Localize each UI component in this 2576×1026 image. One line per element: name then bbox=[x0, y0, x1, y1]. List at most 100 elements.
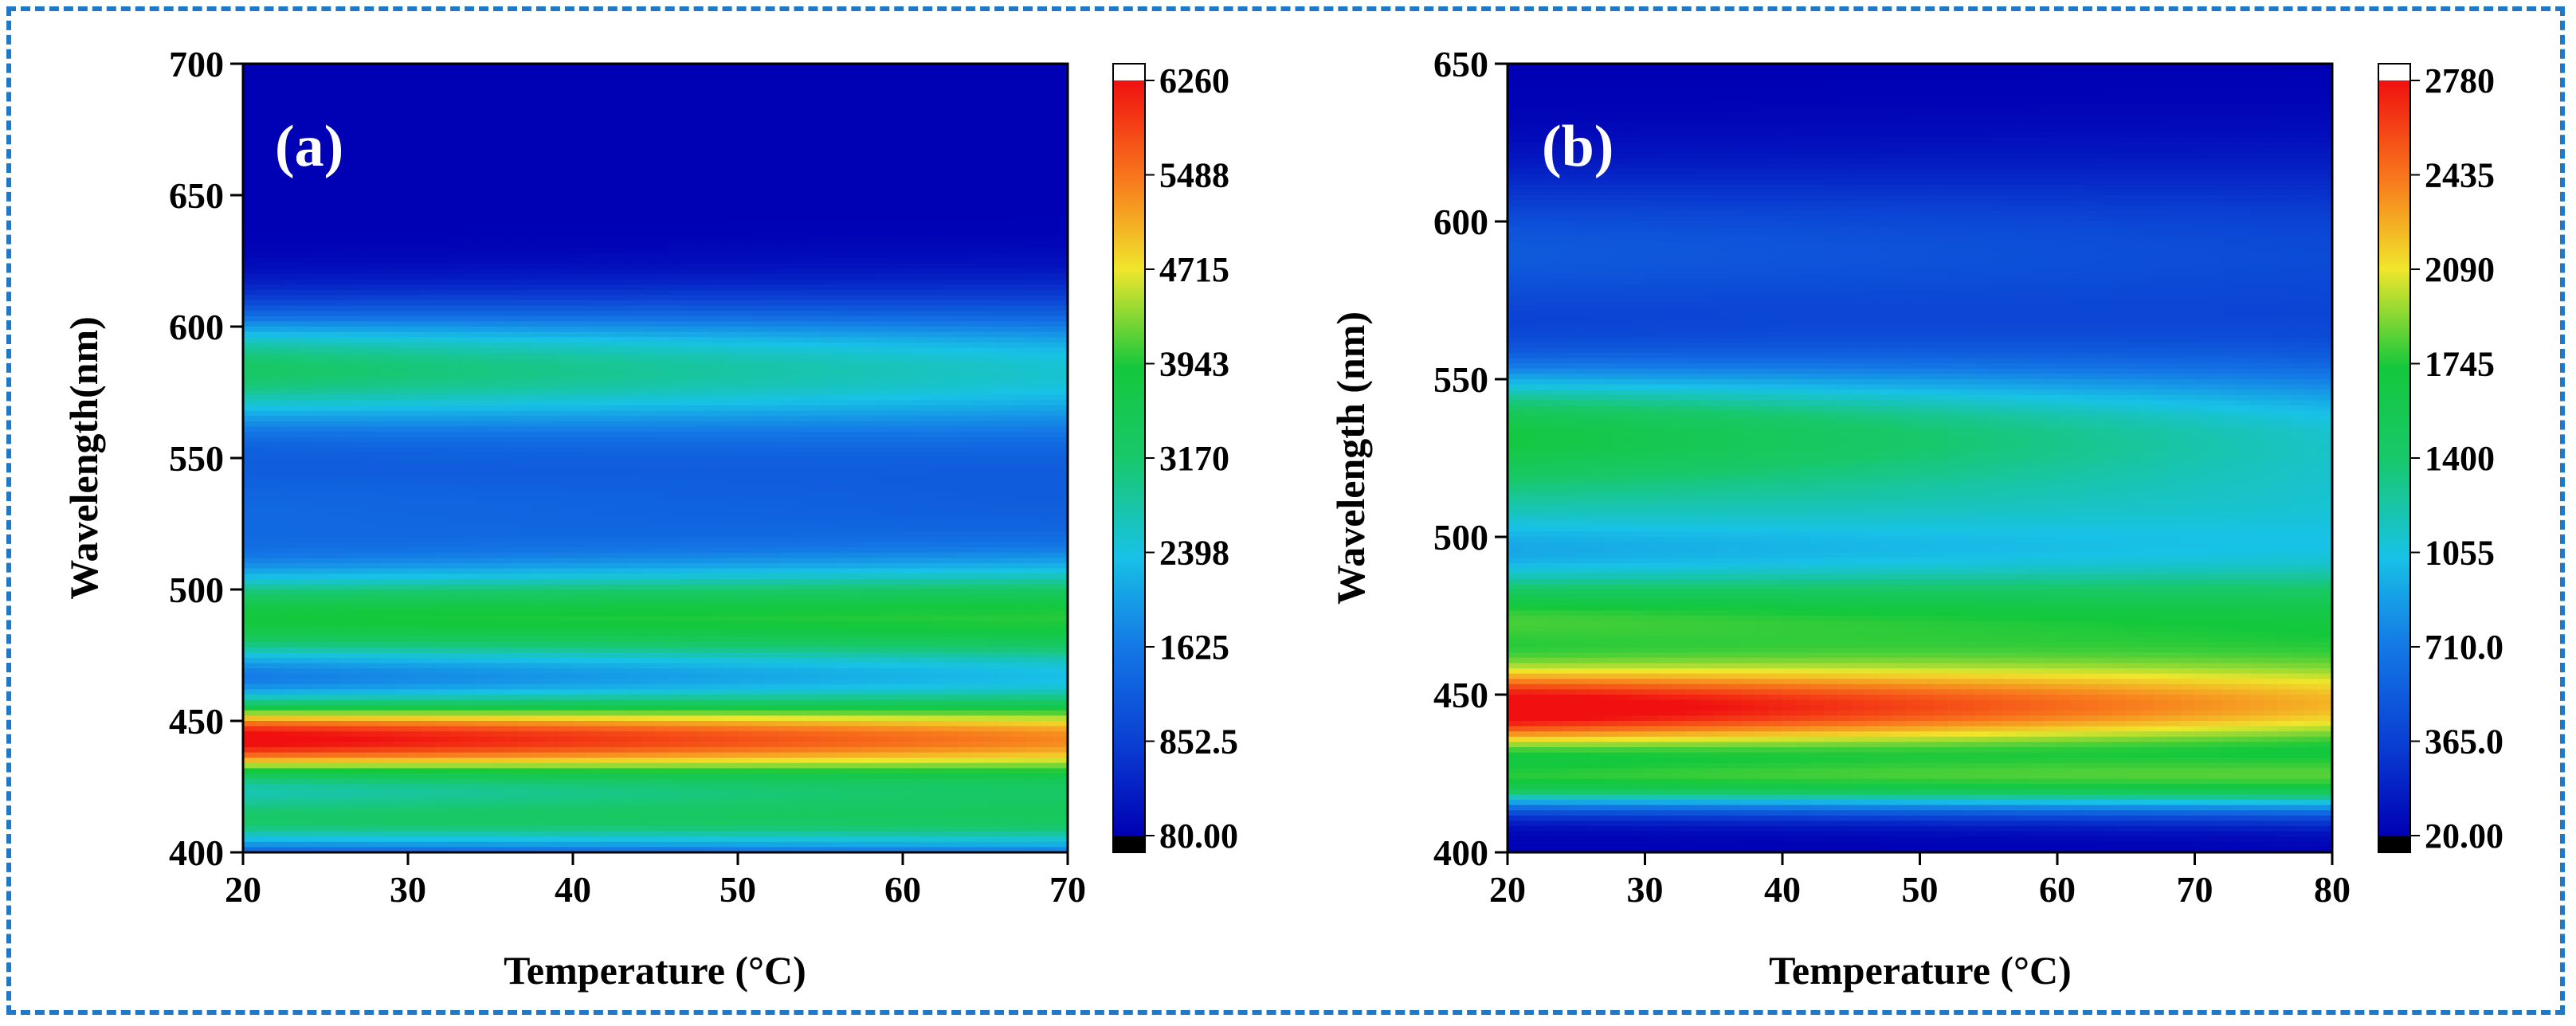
heat-cell bbox=[476, 363, 492, 370]
heat-cell bbox=[394, 274, 409, 280]
heat-cell bbox=[312, 226, 327, 233]
heat-cell bbox=[270, 90, 285, 96]
heat-cell bbox=[641, 758, 657, 764]
heat-cell bbox=[298, 847, 312, 853]
heat-cell bbox=[669, 315, 684, 322]
heat-cell bbox=[284, 679, 299, 685]
heat-cell bbox=[380, 679, 395, 685]
heat-cell bbox=[600, 705, 615, 711]
heat-cell bbox=[531, 736, 547, 742]
heat-cell bbox=[270, 542, 285, 548]
heat-cell bbox=[696, 232, 712, 238]
heat-cell bbox=[559, 584, 574, 590]
heat-cell bbox=[655, 195, 670, 202]
heat-cell bbox=[586, 263, 602, 269]
heat-cell bbox=[490, 499, 505, 506]
heat-cell bbox=[421, 784, 437, 790]
heat-cell bbox=[628, 463, 642, 469]
heat-cell bbox=[312, 452, 327, 459]
heat-cell bbox=[531, 84, 547, 91]
heat-cell bbox=[669, 90, 684, 96]
heat-cell bbox=[614, 683, 629, 690]
heat-cell bbox=[628, 574, 642, 580]
heat-cell bbox=[325, 394, 340, 401]
heat-cell bbox=[545, 206, 560, 212]
heat-cell bbox=[600, 473, 615, 480]
heat-cell bbox=[573, 315, 587, 322]
heat-cell bbox=[614, 636, 629, 643]
heat-cell bbox=[586, 820, 602, 827]
heat-cell bbox=[669, 221, 684, 228]
heat-cell bbox=[476, 679, 492, 685]
heat-cell bbox=[380, 284, 395, 291]
heat-cell bbox=[476, 511, 492, 517]
heat-cell bbox=[600, 206, 615, 212]
heat-cell bbox=[435, 847, 450, 853]
heat-cell bbox=[298, 683, 312, 690]
heat-cell bbox=[573, 663, 587, 669]
heat-cell bbox=[380, 574, 395, 580]
heat-cell bbox=[683, 758, 697, 764]
heat-cell bbox=[339, 679, 354, 685]
heat-cell bbox=[490, 458, 505, 464]
heat-cell bbox=[449, 248, 464, 254]
heat-cell bbox=[325, 715, 340, 722]
heat-cell bbox=[257, 432, 272, 438]
heat-cell bbox=[518, 147, 532, 154]
heat-cell bbox=[408, 647, 422, 653]
heat-cell bbox=[270, 442, 285, 448]
heat-cell bbox=[312, 526, 327, 532]
heat-cell bbox=[353, 473, 367, 480]
heat-cell bbox=[600, 820, 615, 827]
heat-cell bbox=[367, 736, 382, 742]
heat-cell bbox=[421, 289, 437, 296]
heat-cell bbox=[586, 347, 602, 354]
heat-cell bbox=[367, 594, 382, 601]
heat-cell bbox=[518, 616, 532, 622]
heat-cell bbox=[284, 458, 299, 464]
heat-cell bbox=[559, 683, 574, 690]
heat-cell bbox=[367, 305, 382, 311]
heat-cell bbox=[257, 426, 272, 433]
heat-cell bbox=[325, 174, 340, 180]
heat-cell bbox=[586, 206, 602, 212]
heat-cell bbox=[284, 437, 299, 443]
heat-cell bbox=[449, 95, 464, 101]
heat-cell bbox=[545, 463, 560, 469]
heat-cell bbox=[476, 568, 492, 574]
heat-cell bbox=[628, 95, 642, 101]
heat-cell bbox=[683, 689, 697, 695]
heat-cell bbox=[339, 158, 354, 164]
heat-cell bbox=[600, 121, 615, 127]
heat-cell bbox=[655, 505, 670, 511]
heat-cell bbox=[449, 552, 464, 558]
heat-cell bbox=[669, 64, 684, 70]
heat-cell bbox=[435, 268, 450, 275]
heat-cell bbox=[518, 179, 532, 186]
heat-cell bbox=[367, 826, 382, 832]
heat-cell bbox=[243, 731, 257, 738]
heat-cell bbox=[394, 773, 409, 780]
heat-cell bbox=[367, 143, 382, 149]
heat-cell bbox=[243, 410, 257, 417]
heat-cell bbox=[435, 116, 450, 123]
heat-cell bbox=[655, 143, 670, 149]
heat-cell bbox=[243, 773, 257, 780]
heat-cell bbox=[476, 153, 492, 159]
heat-cell bbox=[421, 221, 437, 228]
heat-cell bbox=[257, 416, 272, 422]
heat-cell bbox=[339, 847, 354, 853]
heat-cell bbox=[243, 368, 257, 374]
heat-cell bbox=[367, 489, 382, 495]
heat-cell bbox=[683, 368, 697, 374]
heat-cell bbox=[325, 158, 340, 164]
heat-cell bbox=[325, 116, 340, 123]
heat-cell bbox=[284, 689, 299, 695]
heat-cell bbox=[490, 116, 505, 123]
heat-cell bbox=[367, 647, 382, 653]
heat-cell bbox=[600, 237, 615, 243]
heat-cell bbox=[421, 121, 437, 127]
heat-cell bbox=[614, 405, 629, 412]
heat-cell bbox=[614, 668, 629, 675]
heat-cell bbox=[504, 300, 519, 307]
